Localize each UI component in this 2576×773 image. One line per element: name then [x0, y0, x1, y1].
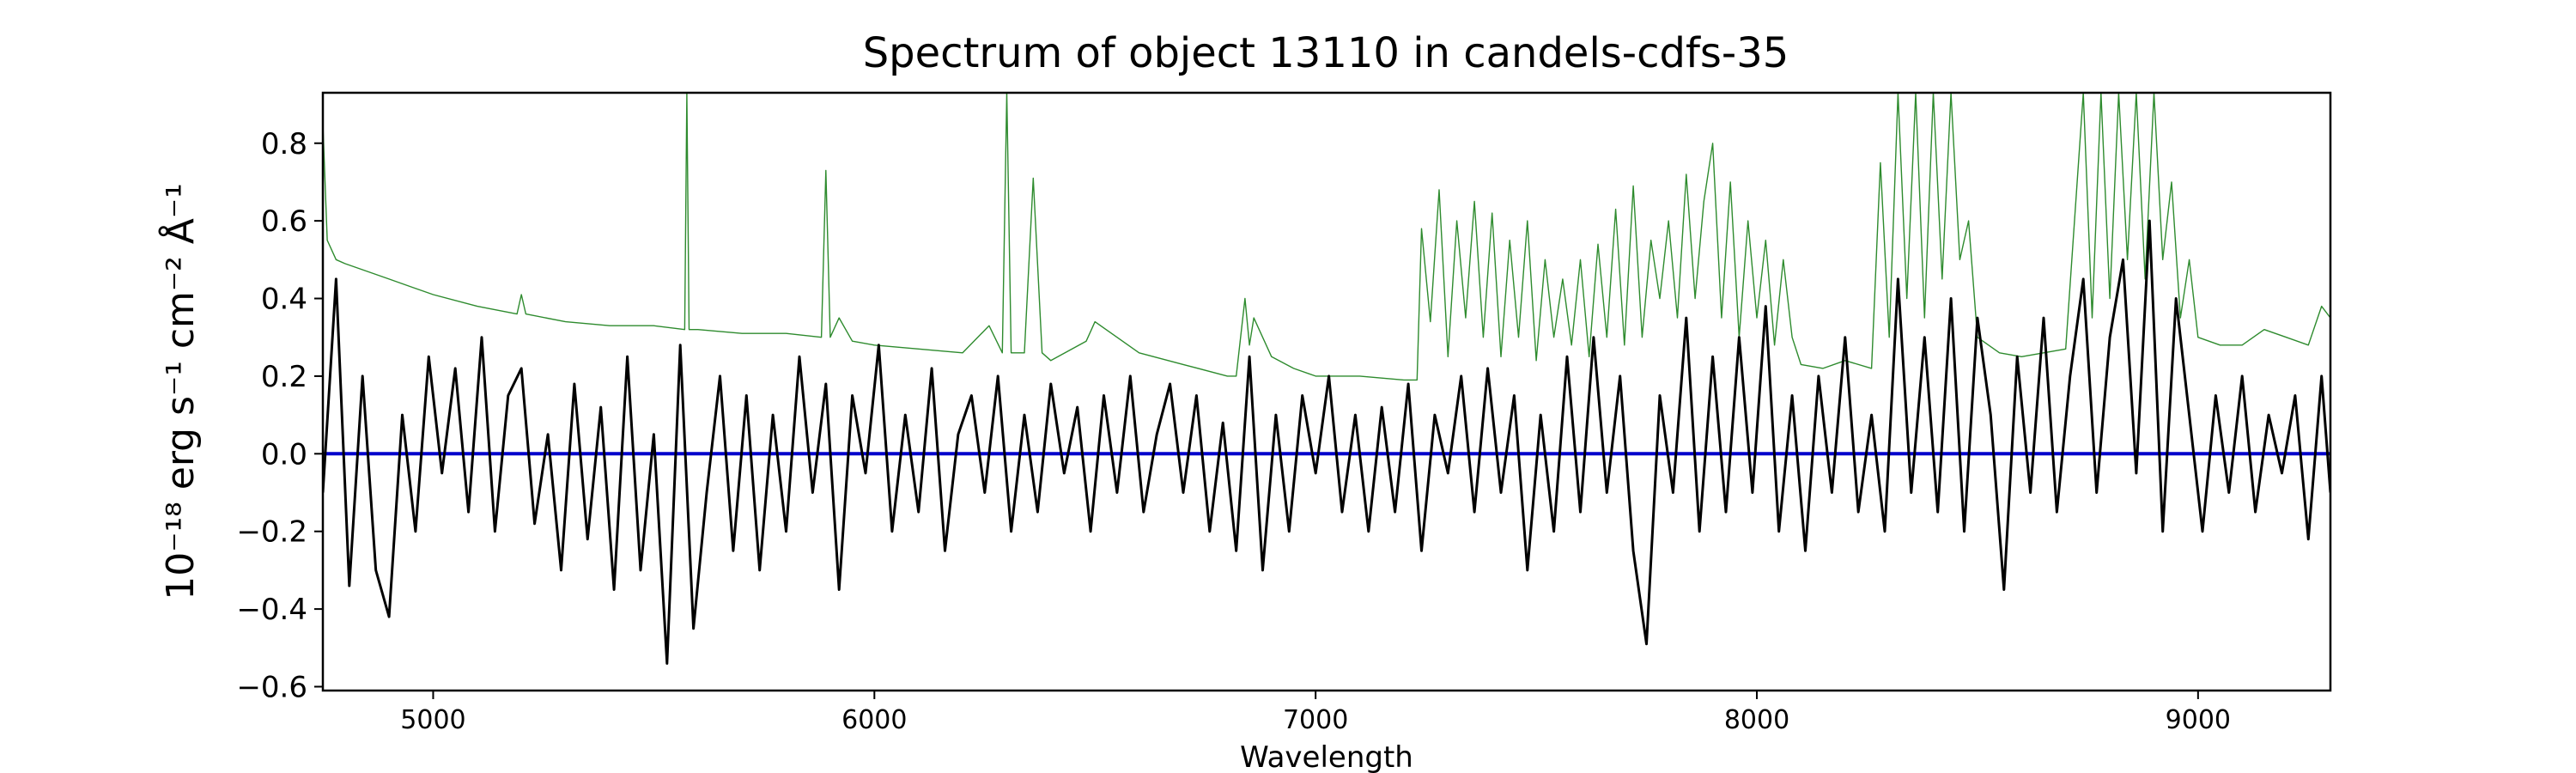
- y-tick-label: 0.0: [261, 437, 307, 472]
- y-tick-label: −0.2: [236, 515, 307, 550]
- y-axis: −0.6 −0.4 −0.2 0.0 0.2 0.4 0.6 0.8: [236, 127, 323, 704]
- chart-title: Spectrum of object 13110 in candels-cdfs…: [863, 29, 1789, 77]
- y-axis-label: 10⁻¹⁸ erg s⁻¹ cm⁻² Å⁻¹: [157, 183, 203, 600]
- axes-frame: [321, 91, 2332, 692]
- x-tick-label: 7000: [1283, 705, 1348, 735]
- y-tick-label: 0.2: [261, 360, 307, 394]
- y-tick-label: 0.6: [261, 204, 307, 239]
- x-tick-label: 5000: [400, 705, 465, 735]
- flux-series-line: [323, 219, 2330, 665]
- x-tick-label: 9000: [2166, 705, 2231, 735]
- y-tick-label: 0.4: [261, 283, 307, 317]
- y-tick-label: 0.8: [261, 127, 307, 161]
- x-tick-label: 6000: [841, 705, 907, 735]
- x-axis: 5000 6000 7000 8000 9000: [400, 691, 2231, 735]
- error-series-line: [323, 93, 2330, 381]
- y-tick-label: −0.6: [236, 670, 307, 704]
- y-tick-label: −0.4: [236, 593, 307, 627]
- x-axis-label: Wavelength: [1240, 740, 1413, 773]
- plot-area: [323, 93, 2330, 665]
- x-tick-label: 8000: [1724, 705, 1789, 735]
